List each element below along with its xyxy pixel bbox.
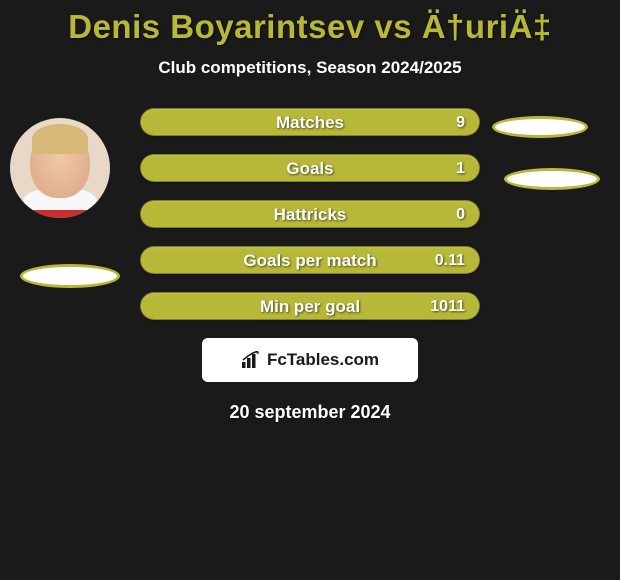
stat-bar-gpm: Goals per match 0.11 <box>140 246 480 274</box>
stat-label: Min per goal <box>141 293 479 319</box>
logo-box[interactable]: FcTables.com <box>202 338 418 382</box>
stat-bar-goals: Goals 1 <box>140 154 480 182</box>
stat-label: Matches <box>141 109 479 135</box>
logo-text: FcTables.com <box>267 350 379 370</box>
player1-badge <box>20 264 120 288</box>
stat-bar-matches: Matches 9 <box>140 108 480 136</box>
player2-badge-2 <box>504 168 600 190</box>
stat-value: 0.11 <box>435 247 465 273</box>
stat-bar-hattricks: Hattricks 0 <box>140 200 480 228</box>
date-text: 20 september 2024 <box>0 402 620 423</box>
page-title: Denis Boyarintsev vs Ä†uriÄ‡ <box>0 0 620 46</box>
bar-chart-icon <box>241 351 263 369</box>
content-area: Matches 9 Goals 1 Hattricks 0 Goals per … <box>0 108 620 423</box>
stat-label: Goals per match <box>141 247 479 273</box>
stat-bar-mpg: Min per goal 1011 <box>140 292 480 320</box>
stat-value: 1011 <box>430 293 465 319</box>
subtitle: Club competitions, Season 2024/2025 <box>0 58 620 78</box>
player2-badge-1 <box>492 116 588 138</box>
player1-avatar <box>10 118 110 218</box>
stat-label: Goals <box>141 155 479 181</box>
stats-bars: Matches 9 Goals 1 Hattricks 0 Goals per … <box>140 108 480 320</box>
stat-value: 9 <box>456 109 465 135</box>
stat-label: Hattricks <box>141 201 479 227</box>
stat-value: 1 <box>456 155 465 181</box>
stat-value: 0 <box>456 201 465 227</box>
